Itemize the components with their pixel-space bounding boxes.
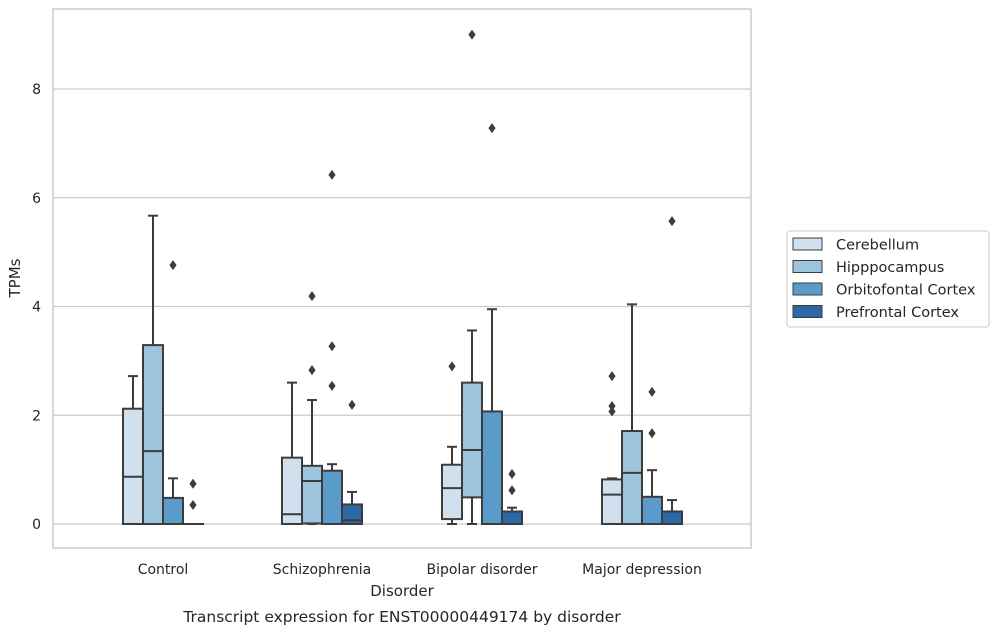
box <box>661 499 683 525</box>
x-tick-label: Control <box>138 562 189 578</box>
box <box>122 375 144 526</box>
outlier-point <box>328 380 336 391</box>
outlier-point <box>189 478 197 489</box>
box <box>481 308 503 526</box>
box-body <box>621 430 643 525</box>
legend-label: Prefrontal Cortex <box>836 305 959 321</box>
outlier-point <box>308 291 316 302</box>
box <box>441 445 463 525</box>
box <box>501 506 523 525</box>
y-axis-label: TPMs <box>6 258 24 298</box>
outlier-point <box>648 386 656 397</box>
outlier-point <box>308 365 316 376</box>
legend-label: Hipppocampus <box>836 260 944 276</box>
box-body <box>142 344 164 526</box>
box-body <box>661 510 683 525</box>
box-body <box>301 464 323 525</box>
box <box>461 329 483 525</box>
outlier-point <box>608 406 616 417</box>
box <box>281 381 303 526</box>
outlier-point <box>488 123 496 134</box>
legend-frame <box>786 230 990 328</box>
y-tick-label: 0 <box>32 517 41 533</box>
outlier-point <box>468 29 476 40</box>
y-tick-label: 4 <box>32 300 41 316</box>
y-tick-label: 2 <box>32 408 41 424</box>
x-ticks: Control Schizophrenia Bipolar disorder Majo… <box>138 562 702 578</box>
outlier-point <box>508 468 516 479</box>
box <box>621 303 643 525</box>
x-axis-label: Disorder <box>370 582 434 600</box>
x-tick-label: Schizophrenia <box>273 562 371 578</box>
outlier-point <box>348 399 356 410</box>
box-body <box>341 503 363 525</box>
outlier-point <box>189 499 197 510</box>
legend-label: Cerebellum <box>836 238 919 254</box>
x-tick-label: Bipolar disorder <box>426 562 537 578</box>
legend-label: Orbitofontal Cortex <box>836 283 976 299</box>
box-body <box>641 495 663 525</box>
box <box>142 214 164 526</box>
outlier-point <box>328 169 336 180</box>
y-ticks: 0 2 4 6 8 <box>32 82 41 533</box>
outlier-point <box>608 371 616 382</box>
box <box>162 477 184 525</box>
plot-frame <box>52 8 752 549</box>
outlier-point <box>328 341 336 352</box>
box-body <box>441 463 463 521</box>
legend: Cerebellum Hipppocampus Orbitofontal Corte… <box>786 230 990 328</box>
y-tick-label: 8 <box>32 82 41 98</box>
boxes <box>122 214 683 526</box>
box <box>641 469 663 525</box>
legend-swatch <box>792 282 823 296</box>
outlier-point <box>648 428 656 439</box>
outlier-point <box>508 485 516 496</box>
box-body <box>321 469 343 525</box>
outliers <box>169 29 676 510</box>
box-body <box>122 407 144 526</box>
legend-swatch <box>792 260 823 273</box>
plot-border <box>52 8 752 549</box>
box-body <box>501 510 523 525</box>
box <box>301 399 323 525</box>
legend-swatch <box>792 305 823 318</box>
outlier-point <box>448 361 456 372</box>
box-body <box>162 496 184 525</box>
x-tick-label: Major depression <box>582 562 702 578</box>
box <box>321 463 343 525</box>
legend-swatch <box>792 237 823 251</box>
chart-caption: Transcript expression for ENST0000044917… <box>182 608 621 626</box>
y-tick-label: 6 <box>32 191 41 207</box>
box-body <box>481 410 503 526</box>
box <box>341 490 363 525</box>
box-body <box>461 381 483 499</box>
box-body <box>601 478 623 526</box>
box <box>601 477 623 526</box>
outlier-point <box>169 260 177 271</box>
outlier-point <box>668 216 676 227</box>
outlier-point <box>608 401 616 412</box>
